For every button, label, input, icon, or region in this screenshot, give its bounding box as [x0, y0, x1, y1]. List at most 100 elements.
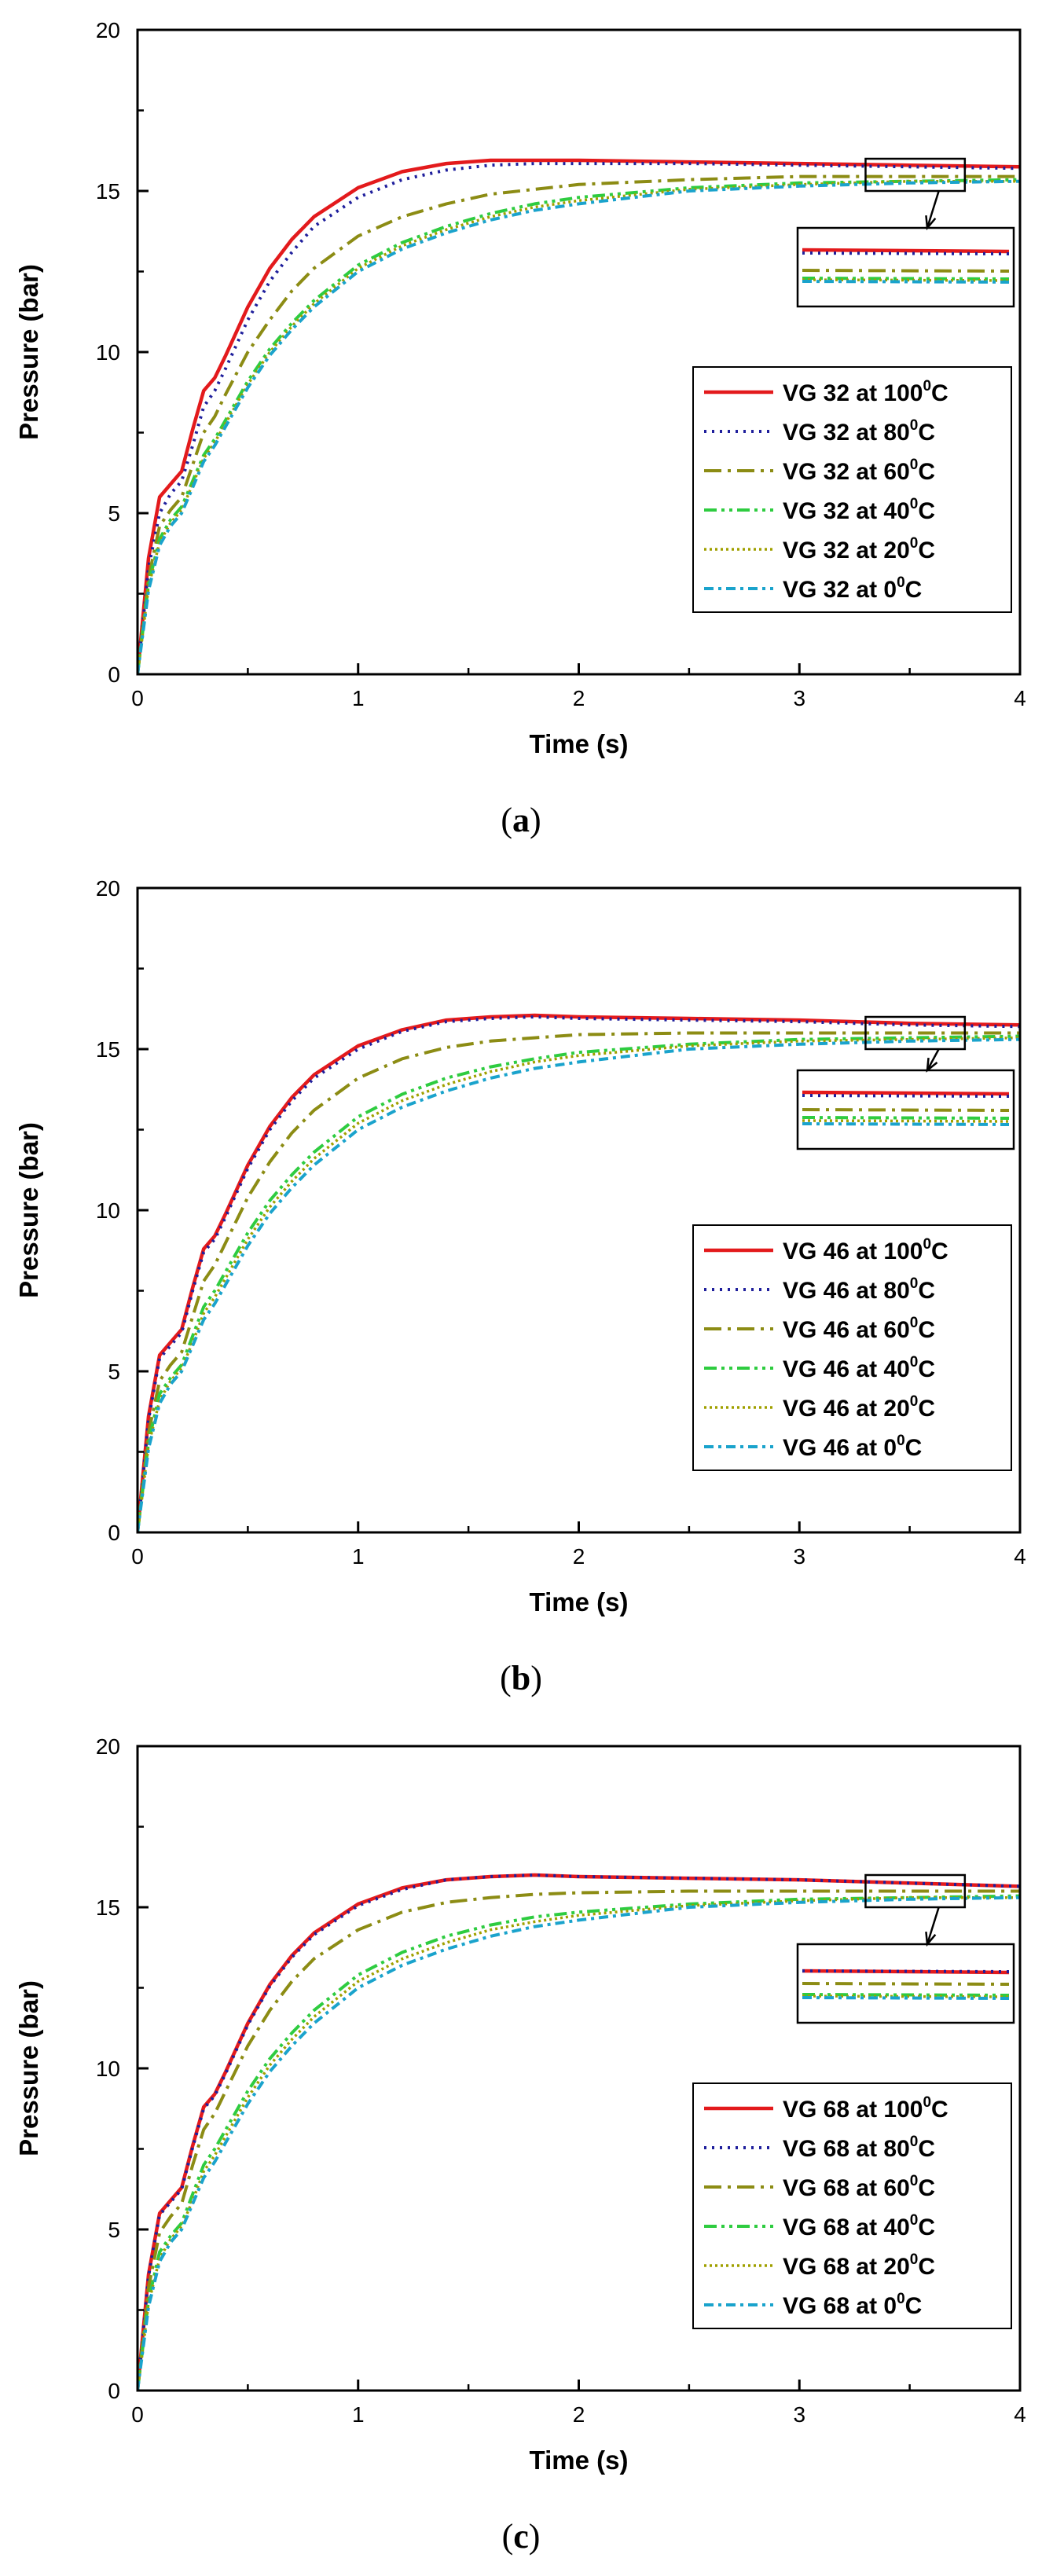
zoom-box [864, 157, 967, 193]
x-tick-label: 2 [573, 1544, 585, 1569]
series-line-3 [138, 178, 1020, 674]
x-axis-label: Time (s) [530, 1587, 629, 1616]
series-line-4 [138, 1895, 1020, 2391]
series-line-0 [138, 158, 1020, 674]
zoom-arrow-head [926, 1057, 938, 1073]
caption-close-paren: ) [529, 2517, 541, 2556]
x-tick-label: 0 [131, 686, 144, 710]
legend-label-0: VG 68 at 1000C [783, 2094, 948, 2123]
y-tick-label: 20 [96, 1734, 120, 1759]
series-line-4 [138, 1036, 1020, 1532]
series-line-2 [138, 1889, 1020, 2391]
legend-label-main: VG 46 at 40 [783, 1356, 910, 1382]
legend-label-main: VG 46 at 60 [783, 1317, 910, 1343]
inset-line-1 [802, 251, 1010, 255]
y-tick-label: 5 [108, 2218, 120, 2242]
y-tick-label: 15 [96, 1037, 120, 1062]
legend-label-sup: 0 [897, 2291, 905, 2307]
series-line-3 [138, 1034, 1020, 1532]
legend-label-unit: C [918, 459, 935, 485]
x-tick-label: 3 [793, 1544, 805, 1569]
x-tick-label: 1 [352, 2402, 365, 2427]
y-axis-label: Pressure (bar) [14, 1980, 43, 2156]
legend-label-sup: 0 [923, 2094, 931, 2111]
caption-open-paren: ( [502, 2517, 514, 2556]
zoom-arrow-head [925, 1931, 937, 1947]
panel-c: 0 1 2 3 4 0 5 10 15 20 Time (s) Pressure (bar) VG 68… [0, 1716, 1042, 2574]
x-tick-label: 4 [1014, 1544, 1026, 1569]
legend-label-main: VG 32 at 40 [783, 498, 910, 524]
panel-b: 0 1 2 3 4 0 5 10 15 20 Time (s) Pressure (bar) VG 46… [0, 858, 1042, 1716]
series-line-3 [138, 1894, 1020, 2391]
legend-box [692, 2082, 1012, 2329]
legend-label-sup: 0 [910, 496, 919, 512]
inset-line-0 [802, 248, 1010, 254]
x-tick-label: 1 [352, 1544, 365, 1569]
legend-label-3: VG 46 at 400C [783, 1354, 935, 1382]
inset-line-1 [802, 1094, 1010, 1098]
legend-label-sup: 0 [910, 1354, 919, 1371]
legend-label-main: VG 68 at 0 [783, 2293, 897, 2319]
x-tick-label: 1 [352, 686, 365, 710]
legend-label-sup: 0 [897, 1433, 905, 1449]
series-line-2 [138, 1031, 1020, 1532]
panel-caption: (c) [502, 2517, 541, 2556]
legend-label-5: VG 68 at 00C [783, 2291, 922, 2319]
inset-line-0 [802, 1090, 1010, 1096]
legend-label-2: VG 46 at 600C [783, 1315, 935, 1343]
inset-line-4 [802, 1994, 1010, 1998]
legend-label-0: VG 32 at 1000C [783, 378, 948, 406]
chart-svg: 0 1 2 3 4 0 5 10 15 20 Time (s) Pressure (bar) VG 46… [14, 876, 1026, 1697]
caption-close-paren: ) [530, 1659, 542, 1697]
zoom-box [864, 1015, 967, 1051]
zoom-arrow [926, 190, 940, 229]
series-line-1 [138, 162, 1020, 674]
caption-letter: c [513, 2517, 529, 2556]
y-tick-label: 10 [96, 340, 120, 365]
legend-label-sup: 0 [910, 2134, 919, 2150]
inset-line-1 [802, 1969, 1010, 1973]
y-tick-label: 0 [108, 2379, 120, 2403]
y-tick-label: 10 [96, 1198, 120, 1223]
legend-label-unit: C [931, 2097, 948, 2123]
legend-label-unit: C [918, 498, 935, 524]
legend-label-unit: C [918, 2254, 935, 2280]
legend-label-sup: 0 [910, 2173, 919, 2189]
x-tick-label: 0 [131, 2402, 144, 2427]
inset-box [796, 226, 1015, 308]
legend-label-unit: C [931, 380, 948, 406]
legend-label-sup: 0 [910, 535, 919, 552]
legend-label-main: VG 68 at 40 [783, 2215, 910, 2240]
y-tick-label: 20 [96, 876, 120, 901]
legend-label-main: VG 68 at 80 [783, 2136, 910, 2162]
y-tick-label: 0 [108, 1521, 120, 1545]
legend-label-unit: C [918, 1356, 935, 1382]
panel-caption: (b) [500, 1659, 542, 1697]
legend-label-5: VG 46 at 00C [783, 1433, 922, 1461]
x-tick-label: 4 [1014, 686, 1026, 710]
x-tick-label: 4 [1014, 2402, 1026, 2427]
legend-box [692, 366, 1012, 613]
inset-line-3 [802, 1993, 1010, 1997]
legend-label-unit: C [905, 1435, 923, 1461]
y-tick-label: 20 [96, 18, 120, 42]
y-tick-label: 5 [108, 1360, 120, 1384]
legend-label-3: VG 68 at 400C [783, 2212, 935, 2240]
x-axis-label: Time (s) [530, 729, 629, 758]
legend-label-1: VG 68 at 800C [783, 2134, 935, 2162]
legend-label-main: VG 46 at 80 [783, 1278, 910, 1304]
legend-label-sup: 0 [910, 1315, 919, 1331]
legend-label-unit: C [918, 1278, 935, 1304]
legend-label-unit: C [918, 2136, 935, 2162]
series-line-5 [138, 1037, 1020, 1532]
legend-label-sup: 0 [923, 378, 931, 394]
legend-label-unit: C [905, 2293, 923, 2319]
legend-label-sup: 0 [897, 574, 905, 591]
x-axis-label: Time (s) [530, 2446, 629, 2475]
legend-label-unit: C [931, 1238, 948, 1264]
x-tick-label: 3 [793, 2402, 805, 2427]
legend-label-sup: 0 [910, 2212, 919, 2229]
legend-label-main: VG 68 at 60 [783, 2175, 910, 2201]
legend-label-sup: 0 [910, 457, 919, 473]
